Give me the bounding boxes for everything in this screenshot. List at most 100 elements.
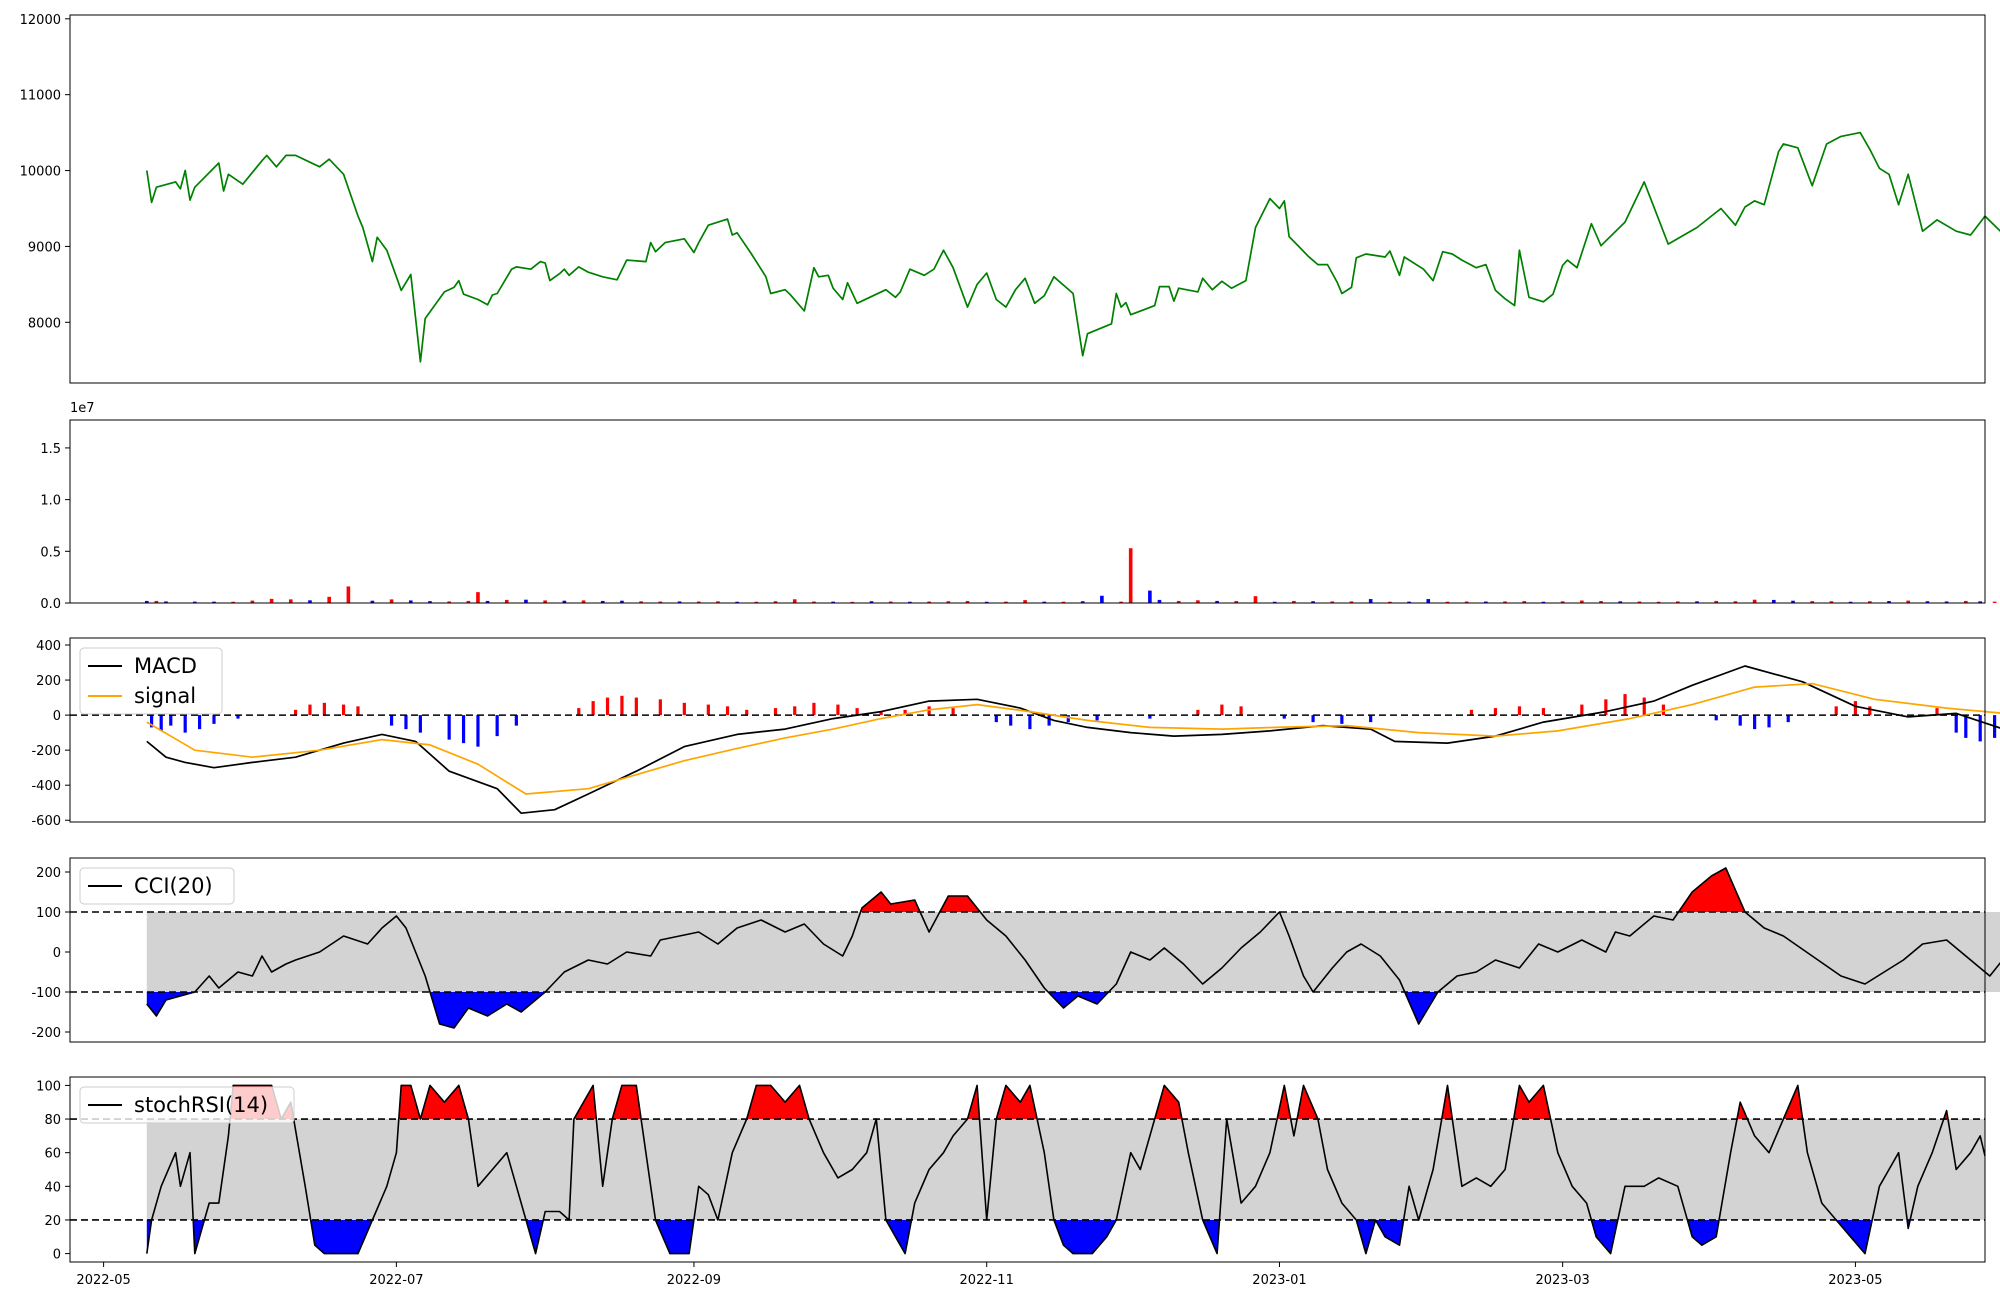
histogram-bar xyxy=(1979,715,1982,741)
histogram-bar xyxy=(812,703,815,715)
histogram-bar xyxy=(184,715,187,733)
y-tick-label: 8000 xyxy=(28,316,61,331)
histogram-bar xyxy=(1067,715,1070,722)
y-tick-label: 9000 xyxy=(28,240,61,255)
histogram-bar xyxy=(683,703,686,715)
volume-bar xyxy=(793,599,797,603)
histogram-bar xyxy=(1009,715,1012,726)
price-line xyxy=(147,30,2000,362)
histogram-bar xyxy=(1767,715,1770,727)
volume-bar xyxy=(1148,591,1152,603)
volume-bar xyxy=(1100,596,1104,603)
y-tick-label: 80 xyxy=(44,1113,61,1128)
histogram-bar xyxy=(1095,715,1098,720)
histogram-bar xyxy=(659,699,662,715)
histogram-bar xyxy=(1580,705,1583,716)
histogram-bar xyxy=(496,715,499,736)
y-tick-label: -200 xyxy=(31,1026,61,1041)
histogram-bar xyxy=(419,715,422,733)
volume-bar xyxy=(1254,596,1258,603)
y-tick-label: 20 xyxy=(44,1214,61,1229)
volume-bar xyxy=(347,586,351,603)
y-tick-label: -400 xyxy=(31,779,61,794)
y-tick-label: 1.5 xyxy=(40,442,61,457)
y-tick-label: -200 xyxy=(31,744,61,759)
histogram-bar xyxy=(448,715,451,740)
y-tick-label: 0 xyxy=(53,946,61,961)
legend-label: MACD xyxy=(134,654,197,678)
histogram-bar xyxy=(1739,715,1742,726)
histogram-bar xyxy=(1369,715,1372,722)
x-tick-label: 2022-05 xyxy=(76,1273,130,1288)
histogram-bar xyxy=(198,715,201,729)
legend-label: signal xyxy=(134,684,196,708)
axes-frame xyxy=(70,638,1985,822)
x-tick-label: 2023-03 xyxy=(1535,1273,1589,1288)
histogram-bar xyxy=(1964,715,1967,738)
histogram-bar xyxy=(836,705,839,716)
stochrsi-panel: 0 20 40 60 80 100 stochRSI(14) 2022-05 2022-07 20… xyxy=(36,1077,1985,1288)
volume-panel: 0.0 0.5 1.0 1.5 1e7 xyxy=(40,401,2000,612)
histogram-bar xyxy=(1028,715,1031,729)
cci-panel: -200 -100 0 100 200 CCI(20) xyxy=(31,858,2000,1042)
histogram-bar xyxy=(1868,706,1871,715)
histogram-bar xyxy=(294,710,297,715)
y-tick-label: 1.0 xyxy=(40,494,61,509)
histogram-bar xyxy=(1220,705,1223,716)
volume-bar xyxy=(1993,602,1997,603)
histogram-bar xyxy=(462,715,465,743)
histogram-bar xyxy=(995,715,998,722)
histogram-bar xyxy=(726,706,729,715)
legend-label: stochRSI(14) xyxy=(134,1093,268,1117)
y-tick-label: 0.0 xyxy=(40,597,61,612)
histogram-bar xyxy=(356,706,359,715)
histogram-bar xyxy=(323,703,326,715)
volume-bar xyxy=(1129,548,1133,603)
volume-bar xyxy=(270,599,274,603)
histogram-bar xyxy=(635,698,638,716)
histogram-bar xyxy=(1715,715,1718,720)
x-tick-label: 2022-07 xyxy=(369,1273,423,1288)
x-tick-label: 2022-11 xyxy=(960,1273,1014,1288)
histogram-bar xyxy=(1835,706,1838,715)
y-tick-label: 11000 xyxy=(20,89,61,104)
y-tick-label: 0 xyxy=(53,709,61,724)
histogram-bar xyxy=(952,708,955,715)
y-tick-label: 100 xyxy=(36,1079,61,1094)
y-tick-label: 10000 xyxy=(20,165,61,180)
volume-bar xyxy=(1369,599,1373,603)
y-tick-label: 0.5 xyxy=(40,545,61,560)
histogram-bar xyxy=(1239,706,1242,715)
histogram-bar xyxy=(390,715,393,726)
histogram-bar xyxy=(342,705,345,716)
histogram-bar xyxy=(212,715,215,724)
histogram-bar xyxy=(476,715,479,747)
histogram-bar xyxy=(1854,701,1857,715)
axes-frame xyxy=(70,420,1985,603)
histogram-bar xyxy=(1787,715,1790,722)
x-tick-label: 2023-01 xyxy=(1252,1273,1306,1288)
band-fill xyxy=(147,1119,1985,1220)
histogram-bar xyxy=(620,696,623,715)
x-tick-label: 2023-05 xyxy=(1828,1273,1882,1288)
histogram-bar xyxy=(577,708,580,715)
histogram-bar xyxy=(745,710,748,715)
histogram-bar xyxy=(1623,694,1626,715)
histogram-bar xyxy=(169,715,172,726)
axes-frame xyxy=(70,15,1985,383)
volume-bar xyxy=(390,599,394,603)
band-fill xyxy=(147,912,2000,992)
histogram-bar xyxy=(1604,699,1607,715)
histogram-bar xyxy=(515,715,518,726)
volume-bar xyxy=(327,597,331,603)
series-line xyxy=(147,684,2000,794)
y-tick-label: 100 xyxy=(36,906,61,921)
x-tick-label: 2022-09 xyxy=(667,1273,721,1288)
histogram-bar xyxy=(774,708,777,715)
y-tick-label: 200 xyxy=(36,866,61,881)
histogram-bar xyxy=(1753,715,1756,729)
histogram-bar xyxy=(404,715,407,729)
histogram-bar xyxy=(1340,715,1343,724)
histogram-bar xyxy=(1542,708,1545,715)
